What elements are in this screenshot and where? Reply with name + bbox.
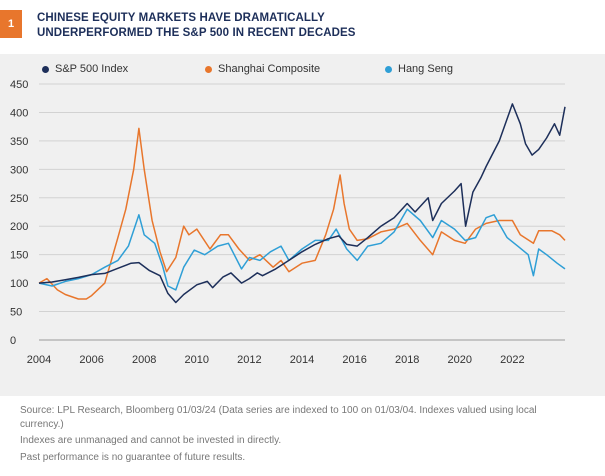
x-tick-label: 2004 xyxy=(27,354,51,366)
shanghai-composite-line xyxy=(38,127,566,300)
x-tick-label: 2012 xyxy=(237,354,261,366)
x-tick-label: 2010 xyxy=(185,354,209,366)
x-tick-label: 2018 xyxy=(395,354,419,366)
legend-label-sp500: S&P 500 Index xyxy=(55,63,129,75)
y-tick-label: 400 xyxy=(10,107,28,119)
x-tick-label: 2006 xyxy=(79,354,103,366)
legend-swatch-hang-seng xyxy=(385,65,392,73)
hang-seng-line xyxy=(38,208,566,291)
figure-number-badge: 1 xyxy=(0,10,22,38)
y-tick-label: 300 xyxy=(10,164,28,176)
x-tick-label: 2008 xyxy=(132,354,156,366)
disclaimer-note: Indexes are unmanaged and cannot be inve… xyxy=(20,435,282,446)
legend-label-shanghai: Shanghai Composite xyxy=(218,63,321,75)
legend-swatch-shanghai xyxy=(205,65,212,73)
y-tick-label: 50 xyxy=(10,307,22,319)
legend-label-hang-seng: Hang Seng xyxy=(398,63,454,75)
sp500-line xyxy=(38,103,566,304)
legend-item-hang-seng: Hang Seng xyxy=(385,62,453,76)
y-tick-label: 200 xyxy=(10,221,28,233)
y-tick-label: 250 xyxy=(10,193,28,205)
legend-item-shanghai: Shanghai Composite xyxy=(205,62,320,76)
x-tick-label: 2014 xyxy=(290,354,314,366)
chart-title: CHINESE EQUITY MARKETS HAVE DRAMATICALLY… xyxy=(37,12,356,39)
legend-swatch-sp500 xyxy=(42,65,49,73)
source-note: Source: LPL Research, Bloomberg 01/03/24… xyxy=(20,405,537,430)
y-tick-label: 100 xyxy=(10,278,28,290)
y-tick-label: 0 xyxy=(10,335,16,347)
x-tick-label: 2016 xyxy=(342,354,366,366)
y-tick-label: 350 xyxy=(10,136,28,148)
legend-item-sp500: S&P 500 Index xyxy=(42,62,128,76)
y-tick-label: 450 xyxy=(10,79,28,91)
performance-note: Past performance is no guarantee of futu… xyxy=(20,452,246,463)
x-tick-label: 2022 xyxy=(500,354,524,366)
y-tick-label: 150 xyxy=(10,250,28,262)
line-chart: 0 50 100 150 200 250 300 350 400 450 2004 2006 2008 2… xyxy=(10,79,566,366)
chart-panel xyxy=(0,54,605,396)
x-tick-label: 2020 xyxy=(448,354,472,366)
